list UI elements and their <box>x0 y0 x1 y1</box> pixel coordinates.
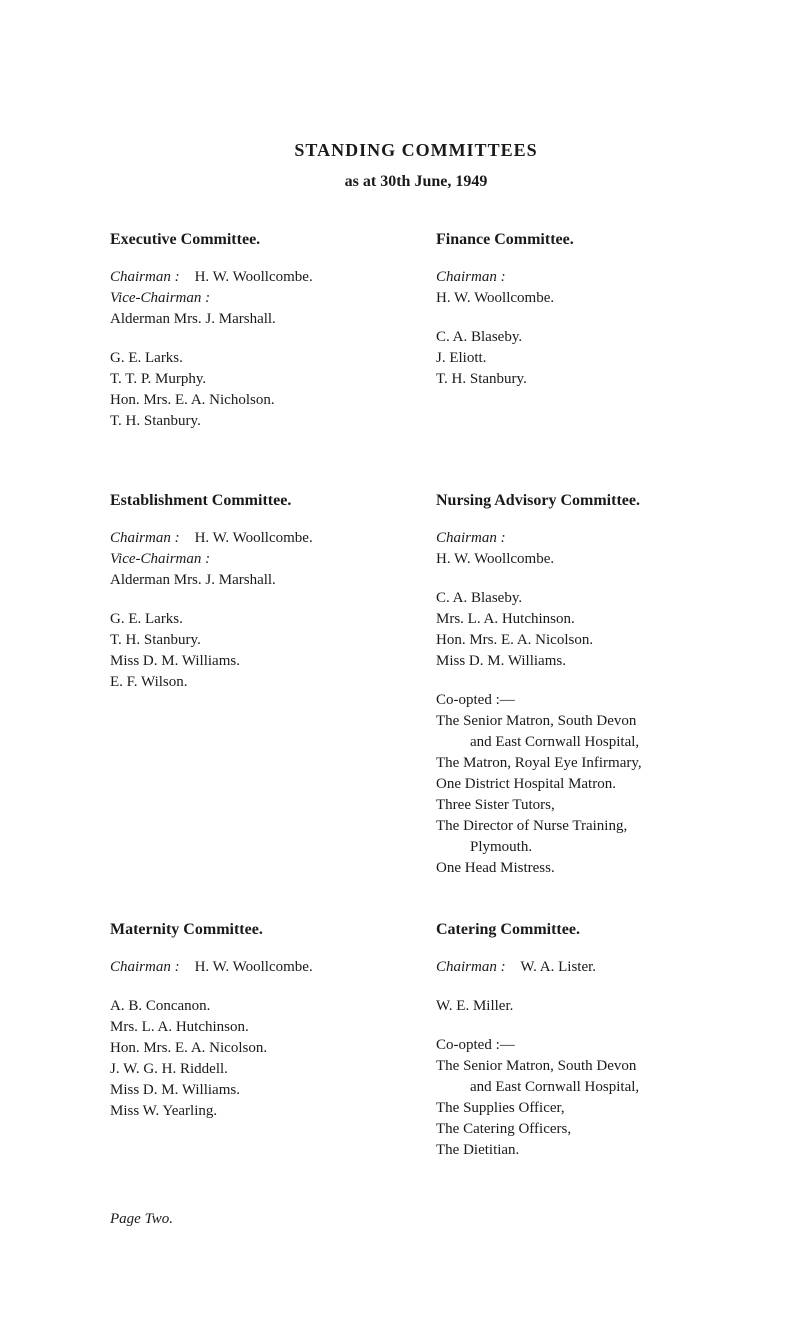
catering-coopted-item: The Supplies Officer, <box>436 1098 722 1119</box>
page-subtitle: as at 30th June, 1949 <box>110 173 722 191</box>
establishment-vice-name: Alderman Mrs. J. Marshall. <box>110 570 396 591</box>
nursing-chairman-name: H. W. Woollcombe. <box>436 549 722 570</box>
establishment-heading: Establishment Committee. <box>110 492 396 510</box>
nursing-member: Miss D. M. Williams. <box>436 651 722 672</box>
nursing-coopted-item: and East Cornwall Hospital, <box>436 732 722 753</box>
spacer <box>183 530 191 546</box>
executive-heading: Executive Committee. <box>110 231 396 249</box>
maternity-committee: Maternity Committee. Chairman : H. W. Wo… <box>110 921 396 1161</box>
maternity-member: Mrs. L. A. Hutchinson. <box>110 1017 396 1038</box>
nursing-committee: Nursing Advisory Committee. Chairman : H… <box>436 492 722 879</box>
maternity-member: Hon. Mrs. E. A. Nicolson. <box>110 1038 396 1059</box>
nursing-coopted-item: The Director of Nurse Training, <box>436 816 722 837</box>
finance-committee: Finance Committee. Chairman : H. W. Wool… <box>436 231 722 450</box>
page-title: STANDING COMMITTEES <box>110 140 722 161</box>
row-maternity-catering: Maternity Committee. Chairman : H. W. Wo… <box>110 921 722 1161</box>
nursing-coopted-label: Co-opted :— <box>436 690 722 711</box>
executive-vice-label: Vice-Chairman : <box>110 288 396 309</box>
catering-coopted-label: Co-opted :— <box>436 1035 722 1056</box>
maternity-member: Miss W. Yearling. <box>110 1101 396 1122</box>
nursing-member: Hon. Mrs. E. A. Nicolson. <box>436 630 722 651</box>
catering-member: W. E. Miller. <box>436 996 722 1017</box>
nursing-coopted-item: Plymouth. <box>436 837 722 858</box>
executive-member: T. T. P. Murphy. <box>110 369 396 390</box>
catering-coopted-item: The Catering Officers, <box>436 1119 722 1140</box>
catering-coopted-item: The Dietitian. <box>436 1140 722 1161</box>
nursing-coopted-item: One District Hospital Matron. <box>436 774 722 795</box>
finance-member: T. H. Stanbury. <box>436 369 722 390</box>
row-establishment-nursing: Establishment Committee. Chairman : H. W… <box>110 492 722 879</box>
nursing-coopted-item: Three Sister Tutors, <box>436 795 722 816</box>
nursing-member: C. A. Blaseby. <box>436 588 722 609</box>
nursing-coopted-item: One Head Mistress. <box>436 858 722 879</box>
maternity-member: J. W. G. H. Riddell. <box>110 1059 396 1080</box>
catering-chairman-label: Chairman : <box>436 959 506 975</box>
executive-chairman-name: H. W. Woollcombe. <box>195 269 313 285</box>
executive-chairman-label: Chairman : <box>110 269 180 285</box>
catering-committee: Catering Committee. Chairman : W. A. Lis… <box>436 921 722 1161</box>
executive-committee: Executive Committee. Chairman : H. W. Wo… <box>110 231 396 450</box>
establishment-member: E. F. Wilson. <box>110 672 396 693</box>
executive-member: Hon. Mrs. E. A. Nicholson. <box>110 390 396 411</box>
finance-chairman-name: H. W. Woollcombe. <box>436 288 722 309</box>
finance-chairman-label: Chairman : <box>436 267 722 288</box>
catering-heading: Catering Committee. <box>436 921 722 939</box>
establishment-chairman-label: Chairman : <box>110 530 180 546</box>
nursing-heading: Nursing Advisory Committee. <box>436 492 722 510</box>
maternity-chairman-name: H. W. Woollcombe. <box>195 959 313 975</box>
establishment-member: G. E. Larks. <box>110 609 396 630</box>
maternity-member: A. B. Concanon. <box>110 996 396 1017</box>
document-page: STANDING COMMITTEES as at 30th June, 194… <box>0 0 800 1288</box>
establishment-member: Miss D. M. Williams. <box>110 651 396 672</box>
establishment-member: T. H. Stanbury. <box>110 630 396 651</box>
establishment-chairman-name: H. W. Woollcombe. <box>195 530 313 546</box>
maternity-heading: Maternity Committee. <box>110 921 396 939</box>
catering-coopted-item: The Senior Matron, South Devon <box>436 1056 722 1077</box>
finance-heading: Finance Committee. <box>436 231 722 249</box>
executive-vice-name: Alderman Mrs. J. Marshall. <box>110 309 396 330</box>
nursing-chairman-label: Chairman : <box>436 528 722 549</box>
row-executive-finance: Executive Committee. Chairman : H. W. Wo… <box>110 231 722 450</box>
nursing-coopted-item: The Matron, Royal Eye Infirmary, <box>436 753 722 774</box>
finance-member: C. A. Blaseby. <box>436 327 722 348</box>
executive-member: G. E. Larks. <box>110 348 396 369</box>
nursing-member: Mrs. L. A. Hutchinson. <box>436 609 722 630</box>
catering-chairman-name: W. A. Lister. <box>520 959 596 975</box>
maternity-chairman-label: Chairman : <box>110 959 180 975</box>
spacer <box>183 959 191 975</box>
spacer <box>509 959 517 975</box>
nursing-coopted-item: The Senior Matron, South Devon <box>436 711 722 732</box>
page-footer: Page Two. <box>110 1211 722 1228</box>
spacer <box>183 269 191 285</box>
maternity-member: Miss D. M. Williams. <box>110 1080 396 1101</box>
finance-member: J. Eliott. <box>436 348 722 369</box>
catering-coopted-item: and East Cornwall Hospital, <box>436 1077 722 1098</box>
establishment-vice-label: Vice-Chairman : <box>110 549 396 570</box>
executive-member: T. H. Stanbury. <box>110 411 396 432</box>
establishment-committee: Establishment Committee. Chairman : H. W… <box>110 492 396 879</box>
